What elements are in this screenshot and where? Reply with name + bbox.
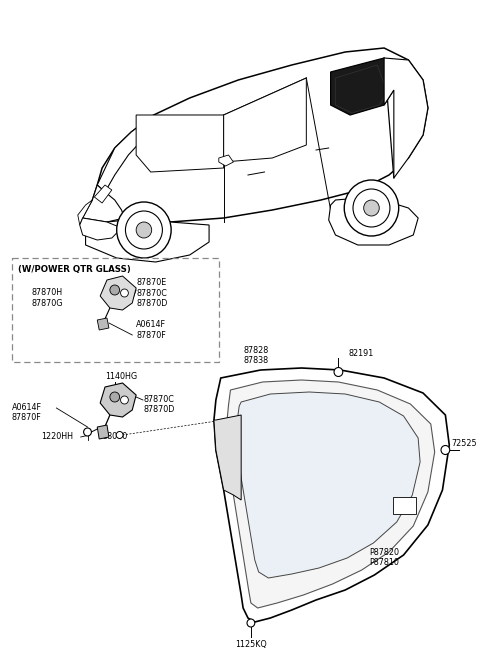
Polygon shape xyxy=(100,383,136,417)
Circle shape xyxy=(334,367,343,377)
Polygon shape xyxy=(80,218,121,240)
Polygon shape xyxy=(227,380,435,608)
Polygon shape xyxy=(214,368,449,622)
Circle shape xyxy=(84,428,91,436)
Text: 82191: 82191 xyxy=(348,349,373,358)
FancyBboxPatch shape xyxy=(393,497,416,514)
Text: P87820
P87810: P87820 P87810 xyxy=(370,548,399,567)
Text: 72525: 72525 xyxy=(451,439,477,448)
Polygon shape xyxy=(329,198,418,245)
Polygon shape xyxy=(83,185,124,222)
Circle shape xyxy=(353,189,390,227)
Text: 1125KQ: 1125KQ xyxy=(235,640,267,649)
Circle shape xyxy=(110,392,120,402)
Polygon shape xyxy=(95,185,112,203)
Polygon shape xyxy=(336,65,387,113)
Circle shape xyxy=(136,222,152,238)
Polygon shape xyxy=(97,425,109,439)
Circle shape xyxy=(344,180,399,236)
Circle shape xyxy=(247,619,255,627)
Text: 87828
87838: 87828 87838 xyxy=(243,346,268,365)
Circle shape xyxy=(110,285,120,295)
Circle shape xyxy=(441,445,450,455)
Circle shape xyxy=(117,202,171,258)
Text: 87870E
87870C
87870D: 87870E 87870C 87870D xyxy=(136,278,168,308)
Polygon shape xyxy=(224,78,306,162)
Circle shape xyxy=(120,396,128,404)
Polygon shape xyxy=(219,155,233,166)
Polygon shape xyxy=(100,276,136,310)
Text: 87870H
87870G: 87870H 87870G xyxy=(31,288,62,308)
Text: 87870C
87870D: 87870C 87870D xyxy=(144,395,175,415)
Polygon shape xyxy=(97,318,109,330)
Text: A0614F
87870F: A0614F 87870F xyxy=(136,320,166,340)
Text: 58070: 58070 xyxy=(102,432,127,441)
Text: A0614F
87870F: A0614F 87870F xyxy=(12,403,42,422)
Circle shape xyxy=(125,211,162,249)
Polygon shape xyxy=(78,200,92,225)
Polygon shape xyxy=(237,392,420,578)
Circle shape xyxy=(120,289,128,297)
Polygon shape xyxy=(384,58,428,178)
Polygon shape xyxy=(136,115,224,172)
Text: 1220HH: 1220HH xyxy=(41,432,73,441)
Polygon shape xyxy=(331,58,394,115)
Text: 1140HG: 1140HG xyxy=(105,372,137,381)
Polygon shape xyxy=(85,220,209,262)
Polygon shape xyxy=(83,48,428,222)
Polygon shape xyxy=(97,115,154,192)
Circle shape xyxy=(116,432,123,438)
Polygon shape xyxy=(214,415,241,500)
Text: (W/POWER QTR GLASS): (W/POWER QTR GLASS) xyxy=(17,265,130,274)
Circle shape xyxy=(364,200,379,216)
